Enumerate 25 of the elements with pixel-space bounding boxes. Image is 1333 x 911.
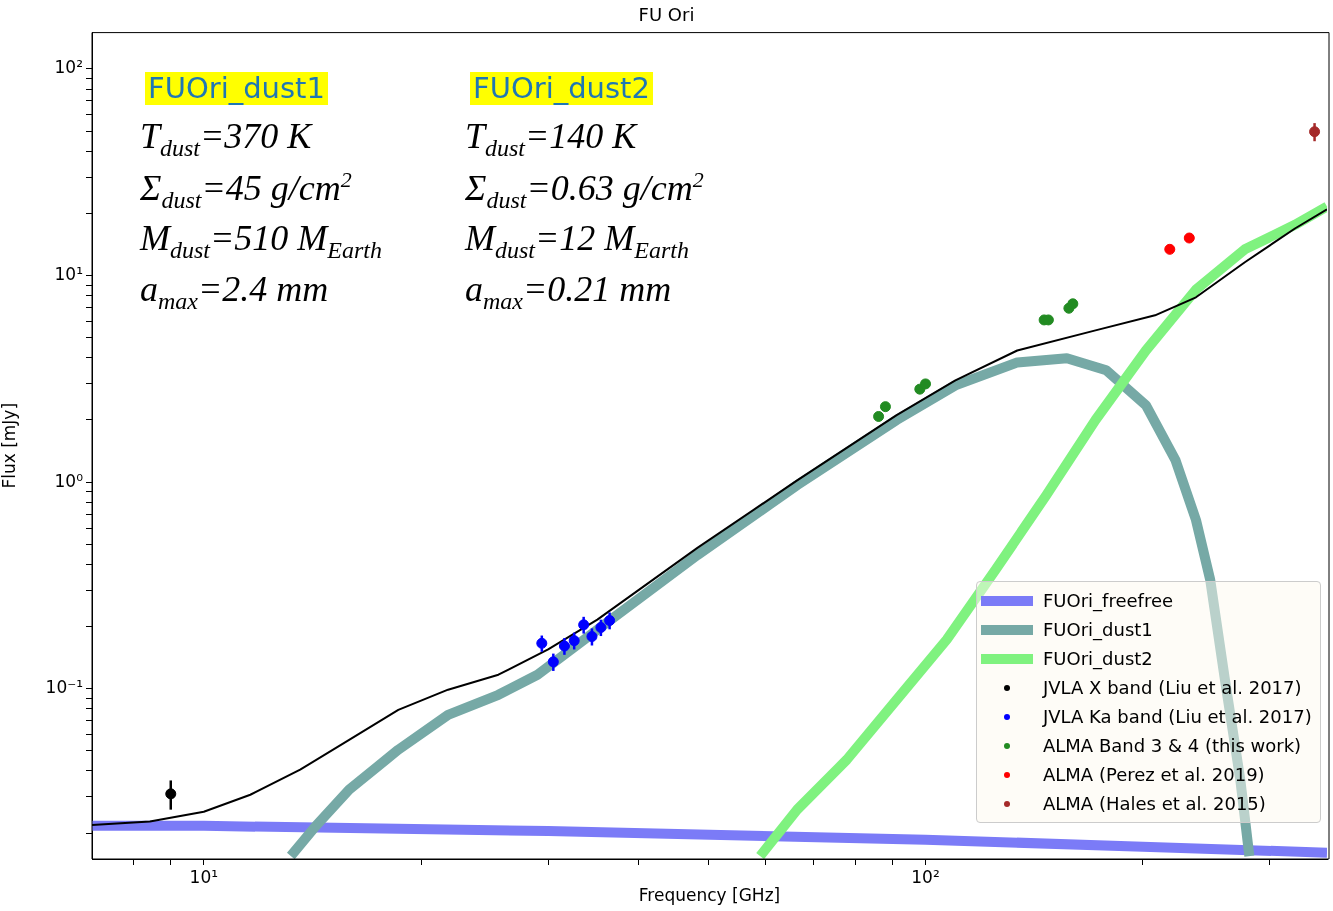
annotation: T$_{dust}$=370 K [140, 116, 312, 162]
annotation: M$_{dust}$=510 M$_{Earth}$ [140, 218, 382, 264]
y-tick-label: 10² [54, 57, 83, 78]
annotation: T$_{dust}$=140 K [465, 116, 637, 162]
y-tick-label: 10⁻¹ [45, 677, 83, 698]
annotation: FUOri_dust2 [470, 71, 653, 105]
annotation: a$_{max}$=2.4 mm [140, 269, 329, 315]
y-tick-label: 10¹ [54, 264, 83, 284]
legend-label: ALMA Band 3 & 4 (this work) [1043, 735, 1302, 756]
annotation: a$_{max}$=0.21 mm [465, 269, 672, 315]
chart-title: FU Ori [638, 4, 695, 26]
y-axis-title: Flux [mJy] [0, 402, 19, 489]
legend-label: ALMA (Perez et al. 2019) [1043, 764, 1265, 785]
x-axis-title: Frequency [GHz] [638, 885, 781, 906]
annotation: M$_{dust}$=12 M$_{Earth}$ [465, 218, 689, 264]
annotation: FUOri_dust1 [145, 71, 328, 105]
legend-label: FUOri_dust2 [1043, 648, 1153, 669]
y-tick-label: 10⁰ [54, 470, 84, 491]
legend-label: JVLA X band (Liu et al. 2017) [1043, 677, 1302, 698]
legend-label: FUOri_dust1 [1043, 619, 1153, 640]
legend-label: ALMA (Hales et al. 2015) [1043, 793, 1266, 814]
annotation: Σ$_{dust}$=0.63 g/cm$^{2}$ [465, 167, 704, 214]
legend-label: FUOri_freefree [1043, 590, 1174, 611]
annotation: Σ$_{dust}$=45 g/cm$^{2}$ [140, 167, 352, 214]
legend-label: JVLA Ka band (Liu et al. 2017) [1043, 706, 1312, 727]
